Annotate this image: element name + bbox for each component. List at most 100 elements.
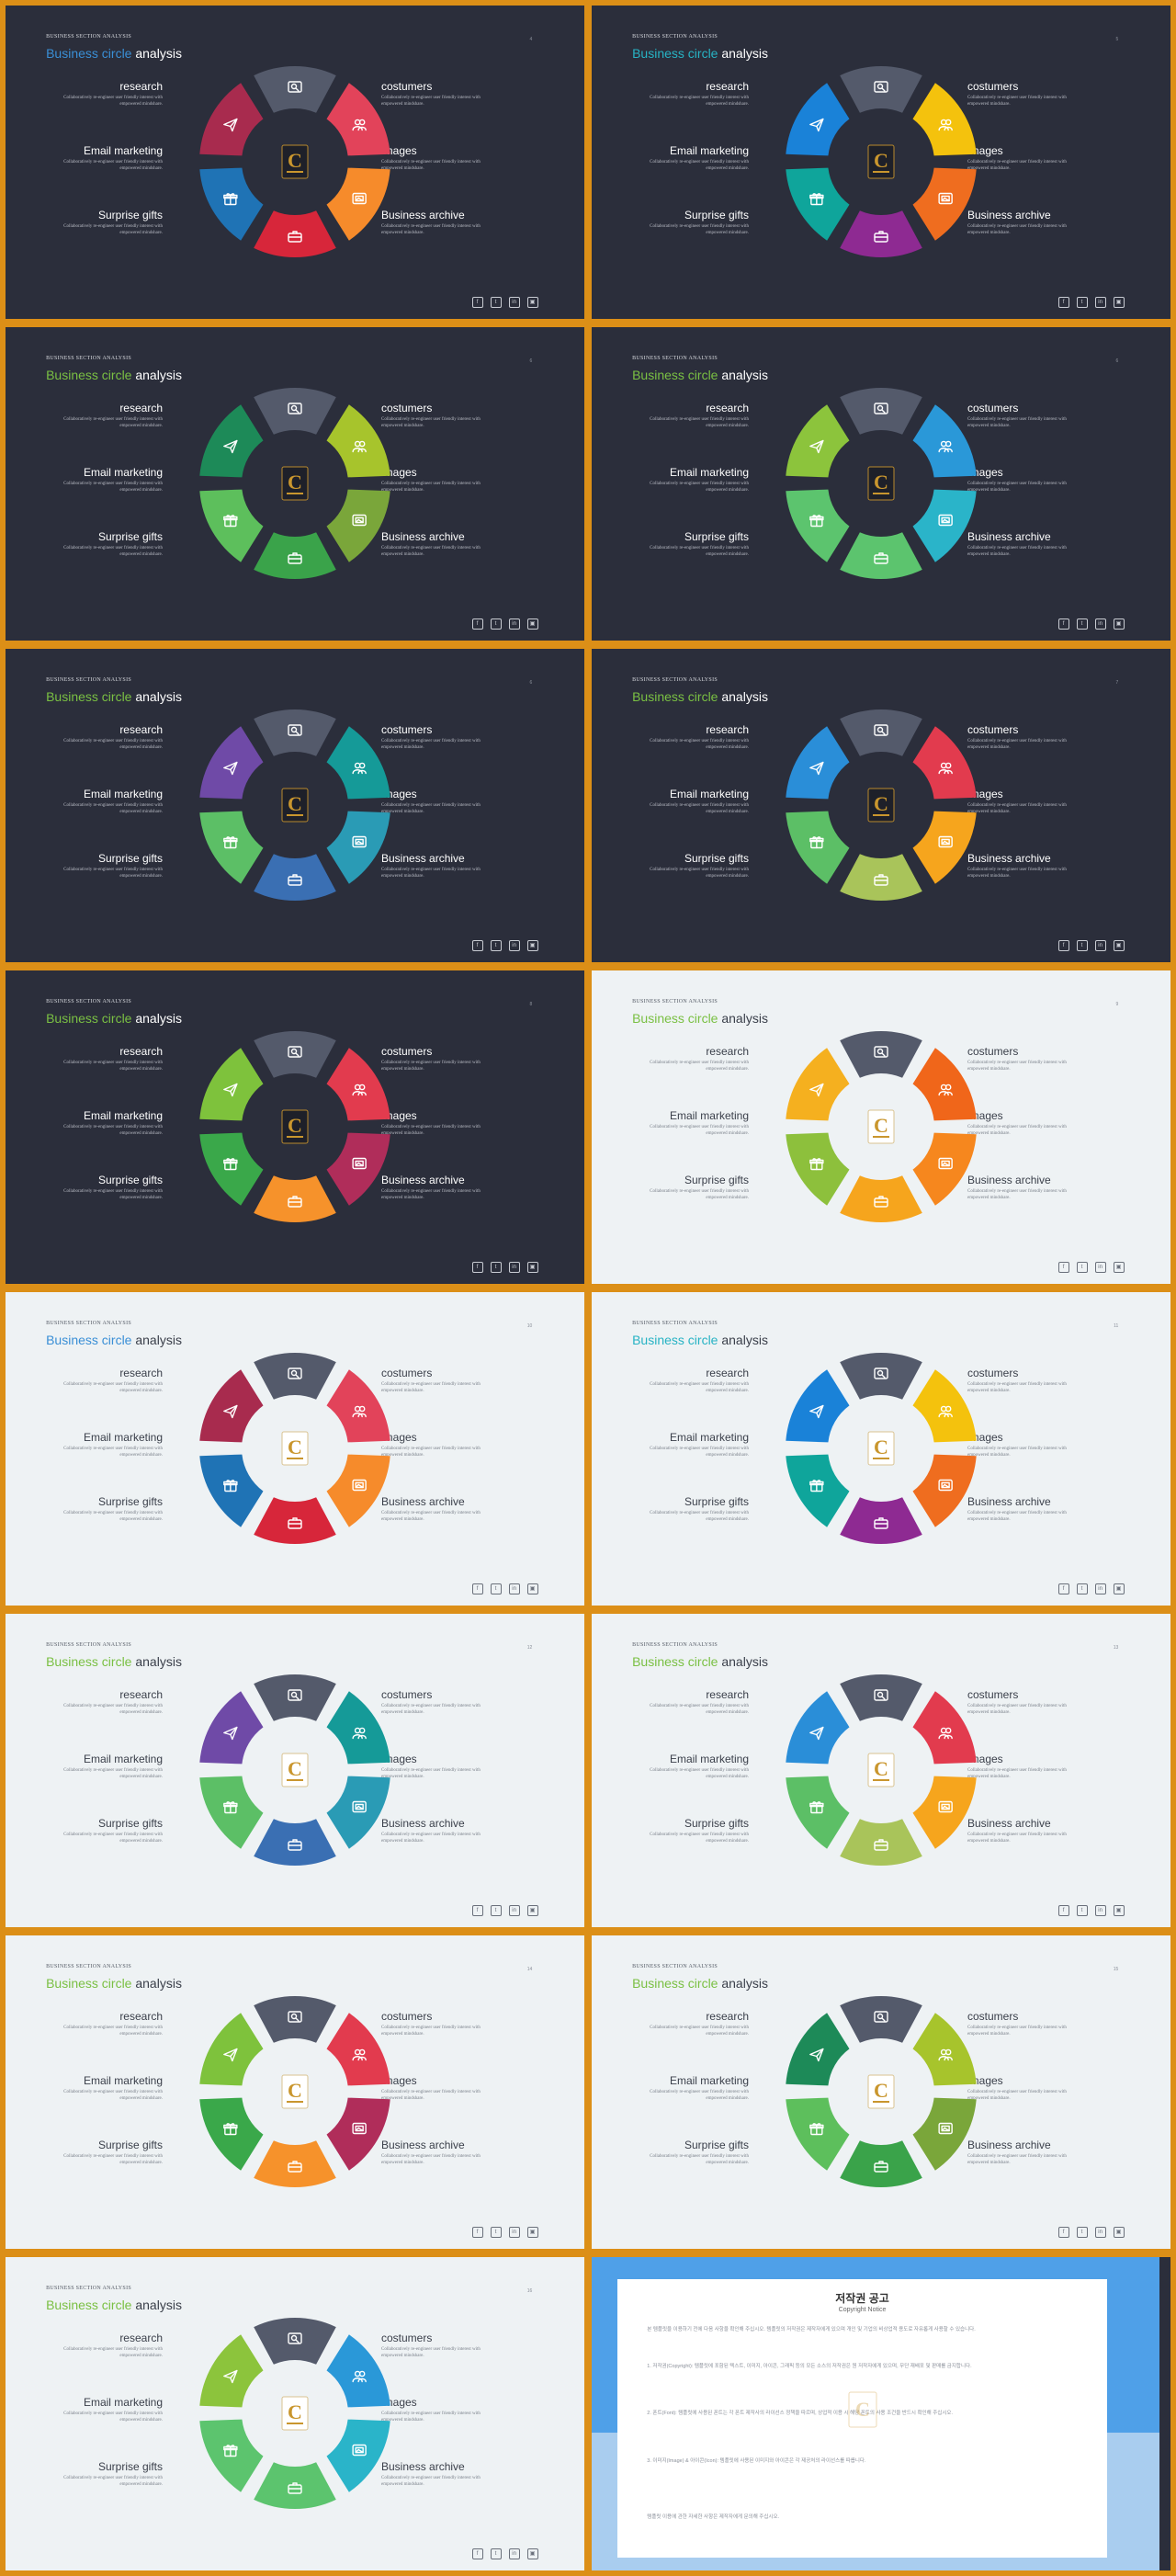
segment-research[interactable] — [840, 387, 922, 435]
segment-research[interactable] — [254, 1030, 336, 1078]
segment-archive[interactable] — [254, 1819, 336, 1867]
segment-archive[interactable] — [254, 854, 336, 902]
facebook-icon[interactable]: f — [471, 1262, 483, 1274]
segment-images[interactable] — [912, 167, 977, 241]
linkedin-icon[interactable]: in — [508, 297, 520, 309]
instagram-icon[interactable]: ▣ — [526, 1262, 538, 1274]
instagram-icon[interactable]: ▣ — [526, 297, 538, 309]
linkedin-icon[interactable]: in — [508, 2548, 520, 2560]
facebook-icon[interactable]: f — [1057, 297, 1069, 309]
segment-email[interactable] — [199, 1691, 264, 1765]
segment-email[interactable] — [199, 404, 264, 478]
segment-images[interactable] — [326, 489, 390, 562]
linkedin-icon[interactable]: in — [508, 2227, 520, 2239]
segment-costumers[interactable] — [912, 1048, 977, 1121]
segment-archive[interactable] — [840, 210, 922, 258]
segment-email[interactable] — [199, 1369, 264, 1443]
instagram-icon[interactable]: ▣ — [1113, 297, 1125, 309]
twitter-icon[interactable]: t — [490, 297, 502, 309]
segment-archive[interactable] — [254, 2140, 336, 2188]
twitter-icon[interactable]: t — [1076, 940, 1088, 952]
segment-costumers[interactable] — [326, 1369, 390, 1443]
segment-costumers[interactable] — [326, 404, 390, 478]
twitter-icon[interactable]: t — [490, 618, 502, 630]
segment-images[interactable] — [326, 1776, 390, 1849]
segment-email[interactable] — [199, 726, 264, 800]
linkedin-icon[interactable]: in — [1094, 1262, 1106, 1274]
facebook-icon[interactable]: f — [471, 2227, 483, 2239]
instagram-icon[interactable]: ▣ — [1113, 940, 1125, 952]
segment-costumers[interactable] — [912, 2013, 977, 2086]
segment-research[interactable] — [840, 1995, 922, 2043]
segment-email[interactable] — [786, 83, 850, 156]
facebook-icon[interactable]: f — [471, 1905, 483, 1917]
twitter-icon[interactable]: t — [1076, 1905, 1088, 1917]
segment-images[interactable] — [912, 1132, 977, 1206]
twitter-icon[interactable]: t — [490, 2227, 502, 2239]
segment-images[interactable] — [326, 811, 390, 884]
segment-research[interactable] — [254, 1352, 336, 1400]
linkedin-icon[interactable]: in — [508, 1905, 520, 1917]
instagram-icon[interactable]: ▣ — [1113, 1262, 1125, 1274]
segment-research[interactable] — [840, 65, 922, 113]
segment-gifts[interactable] — [786, 1776, 850, 1849]
segment-images[interactable] — [326, 1454, 390, 1527]
segment-gifts[interactable] — [199, 2419, 264, 2492]
facebook-icon[interactable]: f — [471, 297, 483, 309]
segment-images[interactable] — [912, 489, 977, 562]
segment-email[interactable] — [786, 1048, 850, 1121]
segment-images[interactable] — [912, 811, 977, 884]
segment-images[interactable] — [326, 2419, 390, 2492]
linkedin-icon[interactable]: in — [1094, 618, 1106, 630]
segment-costumers[interactable] — [326, 1048, 390, 1121]
segment-archive[interactable] — [840, 2140, 922, 2188]
twitter-icon[interactable]: t — [1076, 618, 1088, 630]
instagram-icon[interactable]: ▣ — [526, 1583, 538, 1595]
facebook-icon[interactable]: f — [471, 618, 483, 630]
instagram-icon[interactable]: ▣ — [526, 618, 538, 630]
segment-gifts[interactable] — [199, 1132, 264, 1206]
linkedin-icon[interactable]: in — [1094, 2227, 1106, 2239]
linkedin-icon[interactable]: in — [1094, 940, 1106, 952]
segment-gifts[interactable] — [199, 489, 264, 562]
instagram-icon[interactable]: ▣ — [526, 2548, 538, 2560]
linkedin-icon[interactable]: in — [1094, 1905, 1106, 1917]
linkedin-icon[interactable]: in — [508, 1583, 520, 1595]
segment-research[interactable] — [254, 709, 336, 756]
twitter-icon[interactable]: t — [490, 2548, 502, 2560]
twitter-icon[interactable]: t — [490, 1262, 502, 1274]
segment-costumers[interactable] — [326, 83, 390, 156]
facebook-icon[interactable]: f — [471, 940, 483, 952]
segment-archive[interactable] — [254, 1175, 336, 1223]
linkedin-icon[interactable]: in — [1094, 1583, 1106, 1595]
segment-archive[interactable] — [840, 1819, 922, 1867]
segment-gifts[interactable] — [199, 2097, 264, 2171]
segment-costumers[interactable] — [326, 2013, 390, 2086]
segment-images[interactable] — [326, 1132, 390, 1206]
segment-images[interactable] — [912, 2097, 977, 2171]
facebook-icon[interactable]: f — [471, 2548, 483, 2560]
segment-research[interactable] — [254, 2317, 336, 2365]
instagram-icon[interactable]: ▣ — [526, 2227, 538, 2239]
segment-images[interactable] — [912, 1776, 977, 1849]
segment-costumers[interactable] — [912, 726, 977, 800]
segment-email[interactable] — [199, 2334, 264, 2408]
linkedin-icon[interactable]: in — [508, 618, 520, 630]
linkedin-icon[interactable]: in — [1094, 297, 1106, 309]
facebook-icon[interactable]: f — [1057, 940, 1069, 952]
segment-email[interactable] — [786, 1369, 850, 1443]
segment-email[interactable] — [786, 404, 850, 478]
facebook-icon[interactable]: f — [1057, 1583, 1069, 1595]
twitter-icon[interactable]: t — [490, 1905, 502, 1917]
segment-archive[interactable] — [840, 1497, 922, 1545]
segment-gifts[interactable] — [199, 1776, 264, 1849]
segment-costumers[interactable] — [912, 404, 977, 478]
segment-costumers[interactable] — [326, 2334, 390, 2408]
instagram-icon[interactable]: ▣ — [526, 1905, 538, 1917]
segment-archive[interactable] — [254, 1497, 336, 1545]
segment-gifts[interactable] — [786, 811, 850, 884]
segment-gifts[interactable] — [199, 1454, 264, 1527]
instagram-icon[interactable]: ▣ — [526, 940, 538, 952]
segment-costumers[interactable] — [912, 1691, 977, 1765]
segment-gifts[interactable] — [786, 167, 850, 241]
